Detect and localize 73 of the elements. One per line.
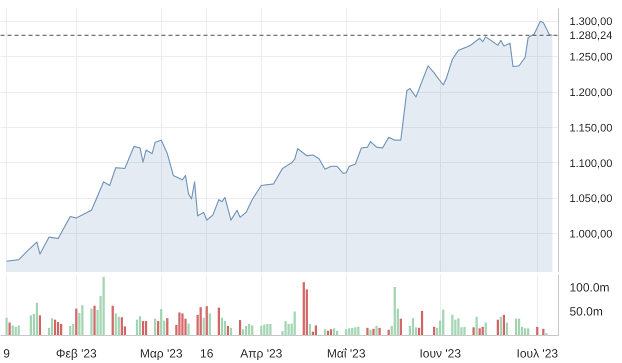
y-tick-label: 1.100,00 xyxy=(570,158,612,170)
bar xyxy=(500,316,502,336)
bar xyxy=(442,310,444,336)
bar xyxy=(475,316,478,336)
x-tick-label: 16 xyxy=(200,346,214,360)
bar xyxy=(496,320,499,336)
bar xyxy=(118,316,120,336)
bar xyxy=(394,286,396,336)
bar xyxy=(433,326,436,336)
bar xyxy=(69,326,72,336)
bar xyxy=(400,318,402,336)
bar xyxy=(218,308,220,336)
bar xyxy=(348,328,350,336)
bar xyxy=(308,324,311,336)
bar xyxy=(542,328,544,336)
bar xyxy=(75,308,78,336)
y-tick-label: 1.250,00 xyxy=(570,52,612,64)
bar xyxy=(248,324,250,336)
bar xyxy=(56,322,60,336)
bar xyxy=(72,324,74,336)
bar xyxy=(345,329,348,336)
bar xyxy=(208,313,211,336)
bar xyxy=(206,306,208,336)
bar xyxy=(527,328,530,336)
y-tick-label: 1.000,00 xyxy=(570,228,612,241)
bar xyxy=(266,324,269,336)
y-tick-label: 1.050,00 xyxy=(570,193,612,206)
x-tick-label: Ιουλ '23 xyxy=(516,346,558,360)
bar xyxy=(220,318,224,336)
bar xyxy=(60,324,62,336)
y-tick-label: 1.150,00 xyxy=(570,122,612,134)
x-tick-label: Μαΐ '23 xyxy=(326,346,366,360)
x-tick-label: Ιουν '23 xyxy=(419,346,462,360)
bar xyxy=(30,315,32,336)
bar xyxy=(536,326,538,336)
x-tick-label: Μαρ '23 xyxy=(140,346,183,360)
y-tick-label: 50.0m xyxy=(570,304,603,318)
x-tick-label: 9 xyxy=(3,346,10,360)
bar xyxy=(154,318,156,336)
y-tick-label: 1.300,00 xyxy=(570,16,612,28)
bar xyxy=(263,324,266,336)
bar xyxy=(160,309,162,336)
y-tick-label: 1.200,00 xyxy=(570,87,612,100)
bar xyxy=(200,307,202,336)
bar xyxy=(166,318,168,336)
y-tick-label: 100.0m xyxy=(570,280,610,294)
bar xyxy=(251,325,254,336)
bar xyxy=(357,326,360,336)
x-tick-label: Φεβ '23 xyxy=(56,346,98,360)
bar xyxy=(120,317,123,336)
bar xyxy=(524,328,526,336)
bar xyxy=(114,313,117,336)
bar xyxy=(302,282,305,336)
bar xyxy=(112,306,114,336)
bar xyxy=(354,327,356,336)
bar xyxy=(14,326,17,336)
bar xyxy=(451,314,454,336)
bar xyxy=(336,330,338,336)
x-tick-label: Απρ '23 xyxy=(240,346,283,360)
bar xyxy=(18,325,20,336)
bar xyxy=(388,330,390,336)
bar xyxy=(157,321,160,336)
bar xyxy=(294,311,296,336)
bar xyxy=(484,322,487,336)
bar xyxy=(482,326,484,336)
bar xyxy=(260,326,262,336)
ref-line-label: 1.280,24 xyxy=(570,30,612,42)
bar xyxy=(11,325,14,336)
bar xyxy=(478,328,481,336)
bar xyxy=(245,326,248,336)
bar xyxy=(351,328,354,336)
bar xyxy=(202,318,205,336)
bar xyxy=(81,305,84,336)
